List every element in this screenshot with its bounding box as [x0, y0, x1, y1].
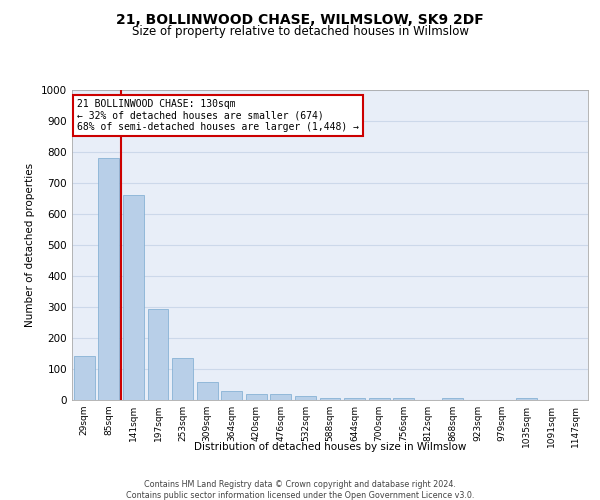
Bar [148, 308, 169, 400]
Bar [172, 358, 193, 400]
Bar [295, 396, 316, 400]
Text: Distribution of detached houses by size in Wilmslow: Distribution of detached houses by size … [194, 442, 466, 452]
Bar [368, 398, 389, 400]
Bar [123, 196, 144, 400]
Bar [516, 398, 537, 400]
Bar [344, 398, 365, 400]
Bar [442, 398, 463, 400]
Text: 21, BOLLINWOOD CHASE, WILMSLOW, SK9 2DF: 21, BOLLINWOOD CHASE, WILMSLOW, SK9 2DF [116, 12, 484, 26]
Bar [271, 394, 292, 400]
Text: 21 BOLLINWOOD CHASE: 130sqm
← 32% of detached houses are smaller (674)
68% of se: 21 BOLLINWOOD CHASE: 130sqm ← 32% of det… [77, 100, 359, 132]
Bar [320, 398, 340, 400]
Bar [246, 394, 267, 400]
Bar [98, 158, 119, 400]
Bar [221, 392, 242, 400]
Text: Contains HM Land Registry data © Crown copyright and database right 2024.: Contains HM Land Registry data © Crown c… [144, 480, 456, 489]
Text: Contains public sector information licensed under the Open Government Licence v3: Contains public sector information licen… [126, 491, 474, 500]
Text: Size of property relative to detached houses in Wilmslow: Size of property relative to detached ho… [131, 25, 469, 38]
Bar [197, 382, 218, 400]
Bar [74, 356, 95, 400]
Bar [393, 398, 414, 400]
Y-axis label: Number of detached properties: Number of detached properties [25, 163, 35, 327]
